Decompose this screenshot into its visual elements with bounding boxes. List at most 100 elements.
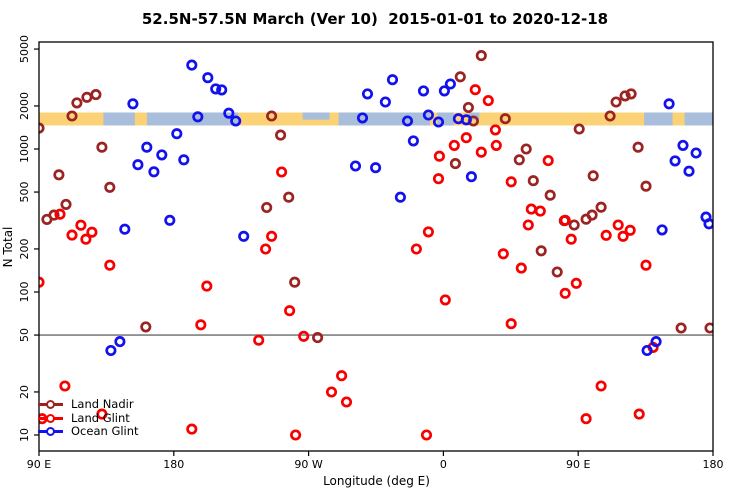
land-nadir-symbol-icon [38,399,63,410]
data-point-land-glint [505,176,517,188]
data-point-land-glint [325,386,338,398]
y-tick-label: 10 [18,428,31,442]
data-point-ocean-glint [417,85,430,97]
data-point-land-glint [633,408,645,420]
legend-item-land-glint: Land Glint [38,410,139,426]
data-point-land-nadir [275,129,287,141]
data-point-land-glint [284,305,296,317]
legend-label-ocean-glint: Ocean Glint [71,424,139,438]
data-point-land-glint [624,224,636,236]
data-point-ocean-glint [164,214,176,226]
data-point-land-glint [505,318,517,330]
data-point-land-glint [420,429,433,441]
data-point-ocean-glint [663,98,675,110]
data-point-land-glint [260,243,272,255]
data-point-ocean-glint [465,171,477,183]
data-point-land-glint [201,280,213,292]
data-point-ocean-glint [192,111,204,123]
plot-box [38,41,714,452]
data-point-land-glint [490,139,502,151]
data-point-ocean-glint [379,96,391,108]
data-point-ocean-glint [349,160,362,172]
data-point-ocean-glint [171,128,183,140]
data-point-land-glint [80,233,92,245]
data-point-land-glint [66,229,78,241]
data-point-ocean-glint [141,141,153,153]
data-point-land-glint [640,259,652,271]
x-tick-label: 0 [440,458,447,471]
data-point-land-glint [612,219,624,231]
data-point-ocean-glint [356,112,369,124]
data-point-land-nadir [53,169,65,181]
land-glint-symbol-icon [38,413,63,424]
chart-title: 52.5N-57.5N March (Ver 10) 2015-01-01 to… [141,10,609,28]
y-tick-label: 50 [18,328,31,342]
data-point-land-glint [59,380,71,392]
data-point-ocean-glint [407,135,419,147]
data-point-land-nadir [568,219,580,231]
data-point-land-nadir [632,141,644,153]
data-point-land-glint [340,396,353,408]
data-point-ocean-glint [216,84,228,96]
y-tick-label: 500 [18,182,31,203]
data-point-land-nadir [619,90,631,102]
data-point-ocean-glint [127,98,139,110]
data-point-land-glint [469,84,481,96]
data-point-land-nadir [520,143,532,155]
map-band-ocean [684,112,713,126]
data-point-land-nadir [289,276,301,288]
data-point-land-nadir [640,180,652,192]
data-point-ocean-glint [186,59,198,71]
data-point-land-glint [439,294,451,306]
data-point-land-glint [54,208,66,220]
legend-label-land-glint: Land Glint [71,410,130,425]
data-point-land-nadir [704,322,713,334]
data-point-land-glint [559,287,571,299]
y-tick-label: 100 [18,282,31,303]
data-point-land-glint [489,124,501,136]
data-point-land-nadir [71,97,83,109]
data-point-ocean-glint [156,149,168,161]
data-point-land-glint [570,277,582,289]
data-points-layer [39,50,713,441]
data-point-ocean-glint [386,74,399,86]
data-point-land-nadir [551,266,563,278]
data-point-land-nadir [140,321,152,333]
data-point-ocean-glint [690,147,702,159]
data-point-ocean-glint [361,88,374,100]
data-point-land-glint [525,203,537,215]
y-tick-label: 5000 [18,35,31,63]
y-tick-label: 1000 [18,135,31,163]
data-point-land-glint [497,248,509,260]
data-point-ocean-glint [703,218,713,230]
data-point-ocean-glint [238,230,250,242]
data-point-land-glint [86,226,98,238]
ocean-glint-symbol-icon [38,426,63,437]
x-tick-label: 180 [703,458,724,471]
data-point-land-nadir [610,96,622,108]
data-point-ocean-glint [210,83,222,95]
map-band-ocean-half [302,112,330,120]
data-point-land-nadir [39,122,45,134]
data-point-land-glint [410,243,422,255]
data-point-ocean-glint [148,166,160,178]
data-point-land-nadir [60,198,72,210]
data-point-land-nadir [527,175,539,187]
data-point-land-glint [336,370,348,382]
x-axis-label: Longitude (deg E) [323,474,430,488]
x-tick-label: 90 E [566,458,590,471]
data-point-land-glint [482,95,494,107]
data-point-land-glint [432,173,445,185]
data-point-land-nadir [513,154,525,166]
data-point-land-nadir [499,113,511,125]
data-point-land-glint [580,413,592,425]
legend-label-land-nadir: Land Nadir [71,397,134,411]
data-point-land-nadir [81,91,93,103]
data-point-land-glint [276,166,288,178]
data-point-land-nadir [462,101,474,114]
data-point-land-nadir [283,191,295,203]
data-point-land-glint [39,276,45,288]
data-point-land-glint [104,259,116,271]
data-point-land-nadir [90,89,102,101]
